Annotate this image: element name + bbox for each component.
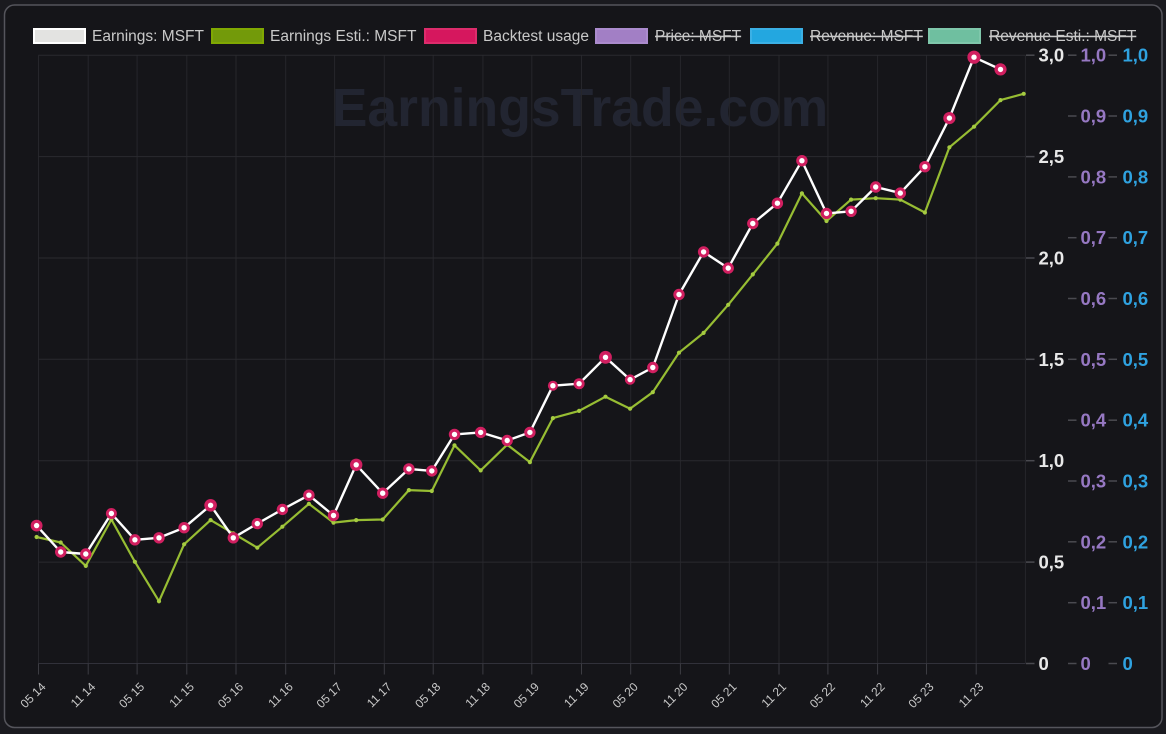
- svg-text:0,7: 0,7: [1081, 227, 1107, 248]
- svg-text:Earnings: MSFT: Earnings: MSFT: [92, 28, 205, 45]
- svg-text:0,4: 0,4: [1081, 410, 1107, 431]
- svg-text:0,8: 0,8: [1081, 166, 1107, 187]
- svg-text:1,0: 1,0: [1123, 45, 1149, 66]
- svg-text:0,1: 0,1: [1081, 592, 1107, 613]
- svg-text:Backtest usage: Backtest usage: [483, 28, 589, 45]
- svg-text:1,5: 1,5: [1039, 349, 1065, 370]
- svg-text:0,7: 0,7: [1123, 227, 1149, 248]
- svg-text:0,9: 0,9: [1081, 106, 1107, 127]
- svg-text:0: 0: [1123, 653, 1133, 674]
- svg-text:Price: MSFT: Price: MSFT: [655, 28, 742, 45]
- svg-text:Revenue: MSFT: Revenue: MSFT: [810, 28, 923, 45]
- svg-text:Revenue Esti.: MSFT: Revenue Esti.: MSFT: [989, 28, 1137, 45]
- svg-text:0,3: 0,3: [1123, 471, 1149, 492]
- svg-text:0,4: 0,4: [1123, 410, 1149, 431]
- svg-text:Earnings Esti.: MSFT: Earnings Esti.: MSFT: [270, 28, 417, 45]
- svg-text:0,2: 0,2: [1081, 531, 1107, 552]
- svg-text:2,0: 2,0: [1039, 248, 1065, 269]
- svg-text:0,6: 0,6: [1081, 288, 1107, 309]
- svg-text:0,5: 0,5: [1081, 349, 1107, 370]
- svg-text:0,5: 0,5: [1039, 552, 1065, 573]
- svg-text:EarningsTrade.com: EarningsTrade.com: [332, 79, 829, 138]
- svg-text:0,6: 0,6: [1123, 288, 1149, 309]
- svg-text:3,0: 3,0: [1039, 45, 1065, 66]
- svg-text:0,8: 0,8: [1123, 166, 1149, 187]
- svg-text:0,5: 0,5: [1123, 349, 1149, 370]
- svg-text:0,3: 0,3: [1081, 471, 1107, 492]
- svg-text:0,1: 0,1: [1123, 592, 1149, 613]
- svg-text:0: 0: [1081, 653, 1091, 674]
- svg-text:1,0: 1,0: [1039, 450, 1065, 471]
- svg-text:2,5: 2,5: [1039, 146, 1065, 167]
- svg-text:0,2: 0,2: [1123, 531, 1149, 552]
- svg-text:0: 0: [1039, 653, 1049, 674]
- svg-text:0,9: 0,9: [1123, 106, 1149, 127]
- svg-text:1,0: 1,0: [1081, 45, 1107, 66]
